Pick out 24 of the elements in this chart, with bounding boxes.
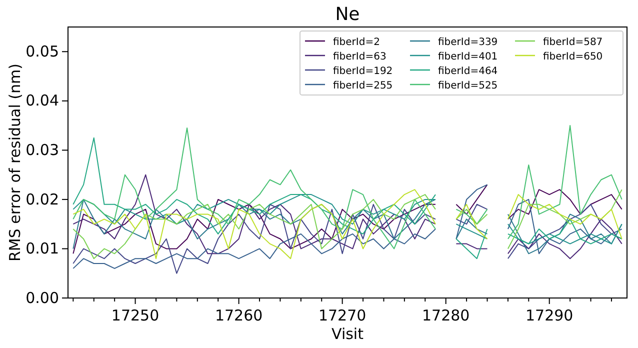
legend-label: fiberId=2 bbox=[333, 37, 380, 48]
legend-label: fiberId=255 bbox=[333, 80, 393, 92]
y-tick-label: 0.03 bbox=[26, 140, 59, 159]
y-tick-label: 0.00 bbox=[26, 288, 59, 307]
y-tick-label: 0.05 bbox=[26, 42, 59, 60]
legend-label: fiberId=63 bbox=[333, 52, 386, 62]
x-tick-label: 17270 bbox=[318, 306, 366, 324]
y-axis-title: RMS error of residual (nm) bbox=[6, 64, 24, 262]
legend-label: fiberId=650 bbox=[543, 52, 603, 62]
legend-label: fiberId=339 bbox=[438, 37, 498, 48]
legend-label: fiberId=525 bbox=[438, 80, 498, 92]
x-tick-label: 17250 bbox=[111, 306, 160, 324]
legend-label: fiberId=401 bbox=[438, 52, 498, 62]
y-tick-label: 0.02 bbox=[26, 190, 59, 208]
x-tick-label: 17290 bbox=[526, 306, 574, 324]
legend-label: fiberId=192 bbox=[333, 66, 393, 77]
chart-title: Ne bbox=[335, 4, 360, 25]
legend-label: fiberId=464 bbox=[438, 66, 498, 77]
y-tick-label: 0.01 bbox=[26, 240, 59, 258]
legend-label: fiberId=587 bbox=[543, 37, 603, 48]
y-tick-label: 0.04 bbox=[26, 92, 59, 110]
x-tick-label: 17280 bbox=[422, 306, 470, 324]
x-tick-label: 17260 bbox=[214, 306, 263, 324]
x-axis-title: Visit bbox=[332, 325, 364, 343]
